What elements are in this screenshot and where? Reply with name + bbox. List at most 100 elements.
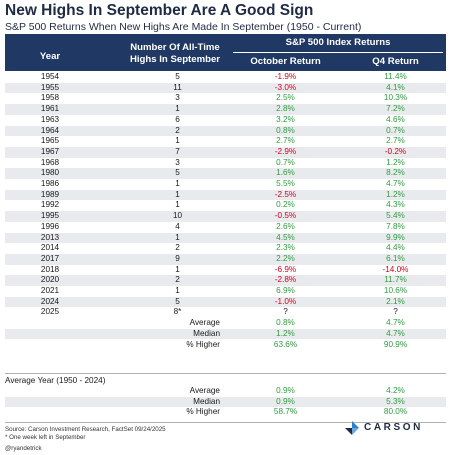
- cell-year: 1965: [40, 136, 60, 146]
- average-year-row: Average 0.9% 4.2%: [5, 386, 446, 397]
- cell-year: 1989: [40, 189, 60, 199]
- average-year-october: 0.9%: [276, 386, 295, 395]
- cell-num-highs: 5: [175, 168, 180, 178]
- table-row: 1980 5 1.6% 8.2%: [5, 168, 446, 179]
- cell-october-return: 2.2%: [276, 253, 295, 263]
- table-row: 1996 4 2.6% 7.8%: [5, 222, 446, 233]
- cell-num-highs: 1: [175, 200, 180, 210]
- cell-october-return: 2.8%: [276, 104, 295, 114]
- cell-october-return: ?: [283, 307, 288, 317]
- table-row: 2013 1 4.5% 9.9%: [5, 232, 446, 244]
- header-group-underline: [233, 52, 443, 53]
- cell-q4-return: 4.1%: [386, 82, 405, 92]
- page-subtitle: S&P 500 Returns When New Highs Are Made …: [5, 21, 362, 33]
- cell-num-highs: 1: [175, 232, 180, 242]
- cell-q4-return: 4.4%: [386, 243, 405, 253]
- cell-q4-return: 4.6%: [386, 114, 405, 124]
- cell-year: 1955: [40, 82, 60, 92]
- source-note: Source: Carson Investment Research, Fact…: [5, 426, 166, 433]
- cell-q4-return: 1.2%: [386, 189, 405, 199]
- cell-q4-return: -0.2%: [384, 146, 407, 156]
- summary-october: 0.8%: [276, 318, 295, 328]
- cell-num-highs: 1: [175, 136, 180, 146]
- cell-year: 1954: [40, 72, 60, 81]
- cell-num-highs: 5: [175, 72, 180, 81]
- table-row: 1955 11 -3.0% 4.1%: [5, 82, 446, 94]
- cell-num-highs: 9: [175, 253, 180, 263]
- average-year-label: Median: [193, 396, 220, 406]
- cell-year: 2021: [40, 286, 60, 295]
- average-year-label: % Higher: [186, 407, 220, 417]
- cell-num-highs: 5: [175, 296, 180, 306]
- cell-q4-return: 2.7%: [386, 136, 405, 146]
- summary-label: % Higher: [186, 339, 220, 349]
- cell-year: 1967: [40, 146, 60, 156]
- table-row: 1964 2 0.8% 0.7%: [5, 125, 446, 137]
- cell-october-return: 4.5%: [276, 232, 295, 242]
- summary-q4: 4.7%: [386, 328, 405, 338]
- cell-num-highs: 8*: [173, 307, 182, 317]
- footnote: * One week left in September: [5, 434, 86, 441]
- cell-q4-return: 4.3%: [386, 200, 405, 210]
- table-row: 1965 1 2.7% 2.7%: [5, 136, 446, 147]
- average-year-label: Average: [189, 386, 220, 395]
- carson-logo-icon: [345, 421, 359, 435]
- cell-october-return: 5.5%: [276, 179, 295, 188]
- header-num-line2: Highs In September: [129, 54, 221, 65]
- cell-october-return: 2.7%: [276, 136, 295, 146]
- cell-num-highs: 11: [173, 82, 182, 92]
- cell-october-return: 3.2%: [276, 114, 295, 124]
- cell-october-return: 0.8%: [276, 125, 295, 135]
- cell-q4-return: 11.7%: [384, 275, 407, 285]
- cell-year: 1980: [40, 168, 60, 178]
- average-year-october: 0.9%: [276, 396, 295, 406]
- cell-october-return: -1.9%: [274, 72, 297, 81]
- table-row: 1992 1 0.2% 4.3%: [5, 200, 446, 211]
- carson-logo: CARSON: [344, 420, 444, 436]
- header-num-line1: Number Of All-Time: [130, 42, 220, 53]
- cell-num-highs: 1: [175, 286, 180, 295]
- table-row: 1989 1 -2.5% 1.2%: [5, 189, 446, 201]
- cell-year: 2013: [40, 232, 60, 242]
- cell-year: 2020: [40, 275, 60, 285]
- cell-q4-return: 11.4%: [384, 72, 407, 81]
- cell-q4-return: 0.7%: [386, 125, 405, 135]
- cell-num-highs: 1: [175, 264, 180, 274]
- cell-year: 2014: [40, 243, 60, 253]
- summary-october: 63.6%: [273, 339, 298, 349]
- cell-num-highs: 4: [175, 221, 180, 231]
- cell-year: 1964: [40, 125, 60, 135]
- cell-num-highs: 1: [175, 179, 180, 188]
- section-divider: [5, 373, 446, 374]
- cell-num-highs: 6: [175, 114, 180, 124]
- cell-year: 1963: [40, 114, 60, 124]
- cell-q4-return: 1.2%: [386, 157, 405, 167]
- cell-num-highs: 10: [172, 211, 183, 221]
- table-row: 1954 5 -1.9% 11.4%: [5, 72, 446, 83]
- summary-row: % Higher 63.6% 90.9%: [5, 340, 446, 351]
- summary-row: Average 0.8% 4.7%: [5, 318, 446, 329]
- cell-q4-return: 4.7%: [386, 179, 405, 188]
- table-row: 2020 2 -2.8% 11.7%: [5, 275, 446, 286]
- average-year-october: 58.7%: [273, 407, 298, 417]
- cell-q4-return: 7.8%: [386, 221, 405, 231]
- cell-num-highs: 2: [175, 243, 180, 253]
- cell-year: 1961: [40, 104, 60, 114]
- table-row: 1995 10 -0.5% 5.4%: [5, 211, 446, 222]
- carson-logo-text: CARSON: [364, 422, 423, 433]
- cell-q4-return: 5.4%: [386, 211, 405, 221]
- cell-num-highs: 3: [175, 157, 180, 167]
- summary-label: Median: [193, 328, 220, 338]
- average-year-q4: 80.0%: [383, 407, 408, 417]
- cell-october-return: -3.0%: [274, 82, 297, 92]
- cell-q4-return: 2.1%: [386, 296, 405, 306]
- table-row: 2018 1 -6.9% -14.0%: [5, 265, 446, 276]
- cell-num-highs: 3: [175, 93, 180, 103]
- table-row: 1968 3 0.7% 1.2%: [5, 158, 446, 169]
- table-row: 2025 8*??: [5, 307, 446, 318]
- cell-year: 1996: [40, 221, 60, 231]
- cell-october-return: 2.5%: [276, 93, 295, 103]
- table-row: 2024 5 -1.0% 2.1%: [5, 296, 446, 308]
- cell-year: 1995: [40, 211, 60, 221]
- cell-q4-return: -14.0%: [382, 264, 409, 274]
